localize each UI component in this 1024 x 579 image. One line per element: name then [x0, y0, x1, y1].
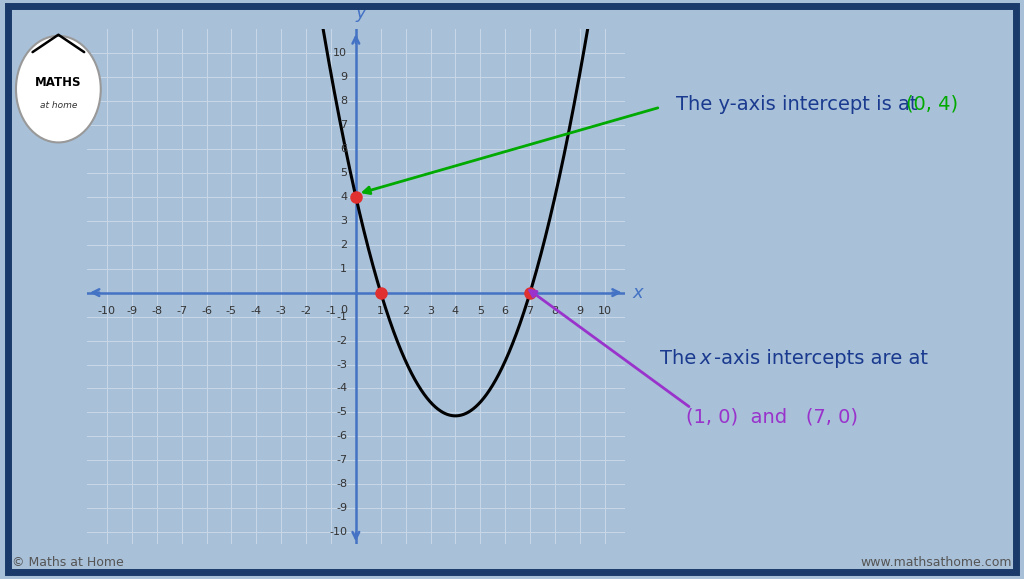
Text: -8: -8: [152, 306, 162, 316]
Text: 7: 7: [526, 306, 534, 316]
Text: 0: 0: [340, 305, 347, 314]
Text: 9: 9: [577, 306, 584, 316]
Text: 8: 8: [340, 96, 347, 106]
Text: -8: -8: [336, 479, 347, 489]
Text: 4: 4: [452, 306, 459, 316]
Text: 3: 3: [340, 216, 347, 226]
Text: 2: 2: [340, 240, 347, 250]
Text: 1: 1: [340, 263, 347, 274]
Text: 8: 8: [551, 306, 558, 316]
Text: -7: -7: [176, 306, 187, 316]
Text: 5: 5: [340, 168, 347, 178]
Text: -1: -1: [336, 312, 347, 321]
Text: $x$: $x$: [632, 284, 645, 302]
Text: at home: at home: [40, 101, 77, 110]
Text: -2: -2: [300, 306, 311, 316]
Text: 5: 5: [477, 306, 483, 316]
Text: x: x: [699, 350, 711, 368]
Text: 2: 2: [402, 306, 410, 316]
Text: -4: -4: [251, 306, 262, 316]
Text: -5: -5: [336, 408, 347, 417]
Text: © Maths at Home: © Maths at Home: [12, 556, 124, 569]
Text: (1, 0)  and   (7, 0): (1, 0) and (7, 0): [686, 408, 858, 426]
Text: -10: -10: [329, 527, 347, 537]
Text: www.mathsathome.com: www.mathsathome.com: [860, 556, 1012, 569]
Text: 6: 6: [502, 306, 509, 316]
Text: -5: -5: [226, 306, 237, 316]
Text: -6: -6: [336, 431, 347, 441]
Text: $y$: $y$: [355, 6, 369, 24]
Text: 10: 10: [598, 306, 611, 316]
Text: The: The: [660, 350, 703, 368]
Text: -6: -6: [201, 306, 212, 316]
Text: -9: -9: [126, 306, 137, 316]
Text: 7: 7: [340, 120, 347, 130]
Text: 6: 6: [340, 144, 347, 154]
Circle shape: [16, 36, 100, 142]
Text: -1: -1: [326, 306, 337, 316]
Text: (0, 4): (0, 4): [906, 95, 958, 113]
Text: -3: -3: [275, 306, 287, 316]
Text: -3: -3: [336, 360, 347, 369]
Text: -7: -7: [336, 455, 347, 466]
Text: MATHS: MATHS: [35, 76, 82, 89]
Text: 9: 9: [340, 72, 347, 82]
Text: -2: -2: [336, 336, 347, 346]
Text: 4: 4: [340, 192, 347, 201]
Text: 10: 10: [333, 48, 347, 58]
Text: -9: -9: [336, 503, 347, 514]
Text: -10: -10: [98, 306, 116, 316]
Text: -4: -4: [336, 383, 347, 394]
Text: 1: 1: [377, 306, 384, 316]
Text: -axis intercepts are at: -axis intercepts are at: [714, 350, 928, 368]
Text: 3: 3: [427, 306, 434, 316]
Text: The y-axis intercept is at: The y-axis intercept is at: [676, 95, 930, 113]
